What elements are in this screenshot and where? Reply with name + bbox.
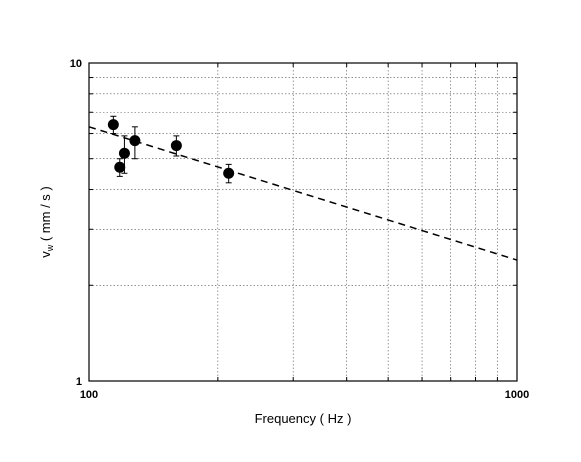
- data-point: [114, 161, 126, 173]
- data-point: [170, 140, 182, 152]
- x-tick-label: 1000: [505, 389, 529, 401]
- data-points: [107, 115, 235, 184]
- data-point: [118, 147, 130, 159]
- y-tick-label: 1: [76, 376, 82, 388]
- grid-lines: [89, 63, 517, 381]
- data-point: [129, 135, 141, 147]
- data-point: [107, 119, 119, 131]
- data-point: [223, 167, 235, 179]
- x-axis-label: Frequency ( Hz ): [255, 411, 352, 426]
- y-axis-label-unit: ( mm / s ): [38, 186, 53, 245]
- plot-frame: [88, 62, 518, 382]
- y-axis-label: vw ( mm / s ): [38, 186, 55, 258]
- y-axis-label-main: v: [38, 251, 53, 258]
- fit-line: [88, 126, 518, 261]
- y-tick-label: 10: [70, 58, 82, 70]
- fit-line-group: [88, 126, 518, 261]
- y-axis-label-subscript: w: [45, 244, 55, 252]
- axis-ticks: [89, 63, 517, 381]
- x-tick-label: 100: [80, 389, 98, 401]
